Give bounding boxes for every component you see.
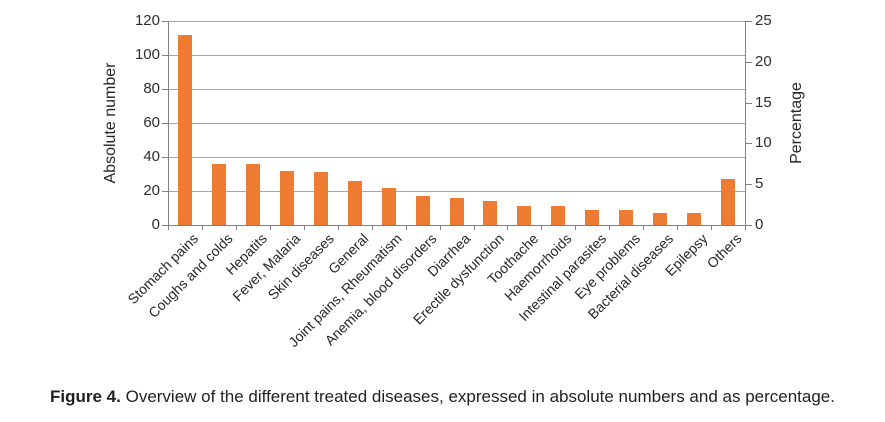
left-axis-tick [162,157,168,158]
x-axis-tick [439,226,441,230]
x-axis-tick [405,226,407,230]
bar [279,170,294,225]
x-axis-tick [337,226,339,230]
x-axis-tick [541,226,543,230]
left-axis-tick [162,225,168,226]
gridline [168,55,745,56]
left-axis-tick [162,191,168,192]
bar [517,206,532,225]
right-axis-tick-label: 15 [755,93,772,111]
right-axis-tick [746,61,752,63]
bar-chart: Absolute number Percentage 0 20 40 60 80 100 1… [102,12,805,351]
left-axis-title: Absolute number [102,62,119,184]
left-axis-tick [162,55,168,56]
right-axis-tick [746,143,752,145]
gridline [168,89,745,90]
gridline [168,123,745,124]
right-axis-tick-label: 20 [755,52,772,70]
left-axis-tick [162,21,168,22]
bar [211,163,226,225]
bar [313,172,328,225]
right-axis-tick [746,225,752,226]
x-axis-tick [643,226,645,230]
x-axis-tick [303,226,305,230]
right-axis-tick [746,102,752,104]
left-axis-tick-label: 120 [134,12,160,29]
bar [585,209,600,225]
bar [483,201,498,225]
x-axis-tick [575,226,577,230]
left-axis-tick-label: 40 [143,148,160,165]
bar [347,180,362,225]
x-axis-line [168,225,746,226]
x-axis-tick [745,226,746,230]
right-axis-tick-label: 25 [755,12,772,29]
bar [178,34,192,225]
bar [687,213,702,225]
left-axis-tick-label: 100 [134,46,160,63]
left-axis-line [168,21,169,225]
left-axis-tick-label: 60 [143,114,160,131]
x-axis-tick [507,226,509,230]
x-axis-tick [371,226,373,230]
x-axis-tick [677,226,679,230]
x-axis-tick [269,226,271,230]
bar [381,187,396,225]
x-axis-tick [235,226,237,230]
x-axis-tick [473,226,475,230]
bar [619,209,634,225]
figure-caption-text: Overview of the different treated diseas… [125,387,835,406]
figure-number: Figure 4. [50,387,121,406]
right-axis-tick-label: 10 [755,134,772,152]
gridline [168,191,745,192]
right-axis-line [745,21,746,225]
right-axis-tick [746,21,752,22]
gridline [168,157,745,158]
bar [653,213,668,225]
bar [449,197,464,225]
left-axis-tick-label: 0 [151,216,160,233]
left-axis-tick-label: 80 [143,80,160,97]
bar [551,206,566,225]
right-axis-tick-label: 5 [755,175,764,193]
right-axis-tick-label: 0 [755,216,764,233]
right-axis-tick [746,184,752,186]
gridline [168,21,745,22]
category-label: Others [703,230,745,272]
left-axis-tick-label: 20 [143,182,160,199]
bar [245,163,260,225]
x-axis-tick [609,226,611,230]
x-axis-tick [201,226,203,230]
left-axis-tick [162,89,168,90]
figure-caption: Figure 4. Overview of the different trea… [0,386,885,407]
bar [721,179,735,225]
bar [415,196,430,225]
x-axis-tick [711,226,713,230]
left-axis-tick [162,123,168,124]
x-axis-tick [168,226,169,230]
